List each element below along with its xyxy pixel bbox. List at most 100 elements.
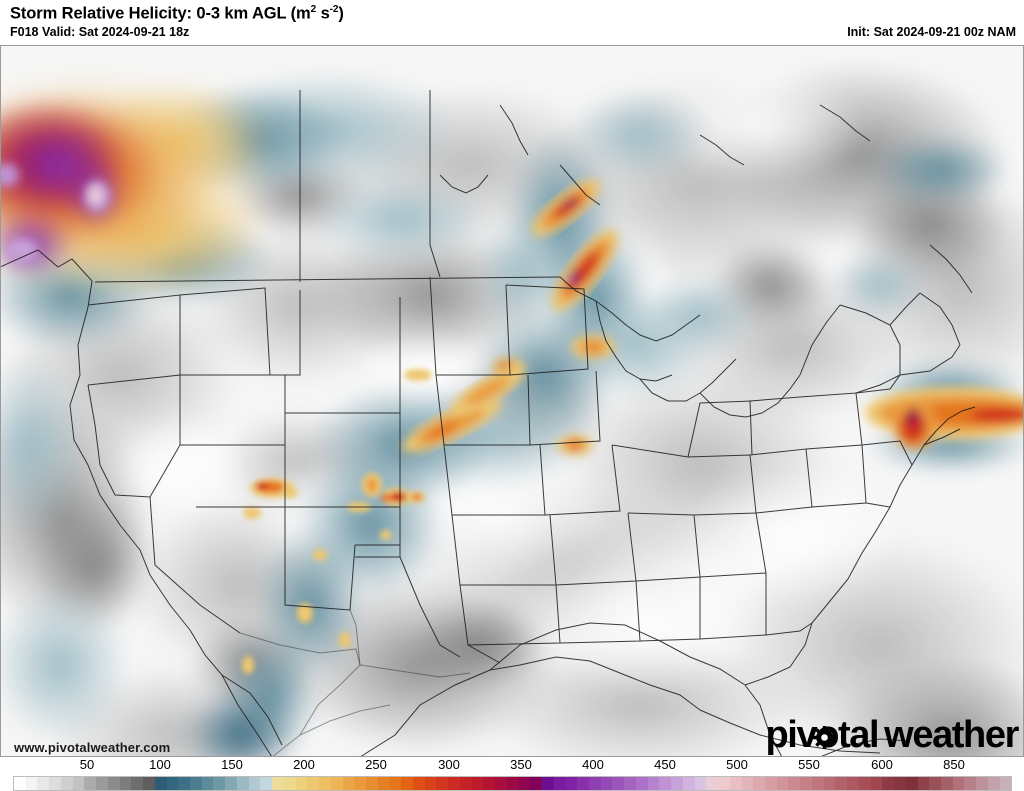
colorbar-tick-300: 300: [438, 757, 460, 772]
colorbar-swatch-42: [506, 777, 519, 790]
pivotal-weather-logo[interactable]: pivotal: [766, 714, 1020, 757]
colorbar-tick-labels: 50 100 150 200 250 300 350 400 450 500 550 600 850: [0, 757, 1024, 774]
colorbar-swatch-60: [718, 777, 730, 790]
colorbar-swatch-57: [682, 777, 695, 790]
title-sup-s-2: -2: [329, 4, 339, 15]
colorbar-swatch-74: [882, 777, 895, 790]
colorbar-swatch-1: [25, 777, 38, 790]
forecast-valid-time: F018 Valid: Sat 2024-09-21 18z: [10, 25, 190, 39]
colorbar-swatch-20: [248, 777, 261, 790]
colorbar-swatch-34: [412, 777, 425, 790]
colorbar-swatch-61: [729, 777, 742, 790]
colorbar-swatch-36: [436, 777, 449, 790]
colorbar-tick-200: 200: [293, 757, 315, 772]
colorbar-swatch-5: [72, 777, 85, 790]
title-end: ): [338, 4, 344, 23]
colorbar-tick-600: 600: [871, 757, 893, 772]
colorbar-swatch-2: [37, 777, 50, 790]
colorbar-swatch-43: [518, 777, 531, 790]
colorbar[interactable]: 50 100 150 200 250 300 350 400 450 500 550 600 850: [0, 757, 1024, 791]
colorbar-swatch-78: [929, 777, 942, 790]
colorbar-swatch-22: [272, 777, 284, 790]
colorbar-swatches[interactable]: [13, 776, 1012, 791]
colorbar-swatch-67: [800, 777, 812, 790]
map-raster: [0, 45, 1024, 757]
colorbar-swatch-9: [119, 777, 132, 790]
colorbar-swatch-46: [553, 777, 566, 790]
colorbar-swatch-68: [811, 777, 824, 790]
colorbar-swatch-62: [741, 777, 754, 790]
colorbar-swatch-12: [154, 777, 167, 790]
map-header: Storm Relative Helicity: 0-3 km AGL (m2 …: [0, 0, 1024, 45]
colorbar-tick-50: 50: [79, 757, 95, 772]
colorbar-swatch-72: [858, 777, 871, 790]
colorbar-swatch-48: [577, 777, 589, 790]
colorbar-swatch-53: [635, 777, 648, 790]
colorbar-swatch-23: [283, 777, 296, 790]
colorbar-swatch-47: [565, 777, 578, 790]
colorbar-swatch-15: [190, 777, 202, 790]
colorbar-swatch-76: [905, 777, 918, 790]
colorbar-swatch-24: [295, 777, 308, 790]
colorbar-tick-850: 850: [943, 757, 965, 772]
colorbar-swatch-50: [600, 777, 613, 790]
colorbar-swatch-59: [706, 777, 719, 790]
colorbar-swatch-80: [952, 777, 965, 790]
colorbar-swatch-13: [166, 777, 179, 790]
colorbar-tick-500: 500: [726, 757, 748, 772]
colorbar-tick-250: 250: [365, 757, 387, 772]
colorbar-tick-450: 450: [654, 757, 676, 772]
model-init-time: Init: Sat 2024-09-21 00z NAM: [847, 25, 1016, 39]
colorbar-swatch-3: [49, 777, 61, 790]
cape-cod-hotspot: [865, 387, 1024, 449]
logo-word-weather: weather: [884, 714, 1019, 756]
colorbar-swatch-64: [765, 777, 777, 790]
colorbar-tick-350: 350: [510, 757, 532, 772]
colorbar-swatch-70: [835, 777, 848, 790]
british-columbia-hotspot: [0, 70, 275, 300]
colorbar-swatch-30: [366, 777, 378, 790]
colorbar-swatch-7: [96, 777, 108, 790]
colorbar-swatch-8: [107, 777, 120, 790]
colorbar-swatch-69: [823, 777, 836, 790]
colorbar-swatch-73: [870, 777, 883, 790]
colorbar-swatch-33: [401, 777, 413, 790]
colorbar-tick-100: 100: [149, 757, 171, 772]
colorbar-swatch-14: [178, 777, 191, 790]
colorbar-swatch-66: [788, 777, 801, 790]
site-url[interactable]: www.pivotalweather.com: [14, 740, 171, 755]
title-sup-m2: 2: [310, 4, 317, 15]
political-borders: [0, 90, 976, 757]
title-mid: s: [316, 4, 330, 23]
colorbar-swatch-25: [307, 777, 320, 790]
gear-icon: [812, 726, 836, 749]
colorbar-swatch-71: [847, 777, 859, 790]
colorbar-swatch-26: [319, 777, 331, 790]
colorbar-swatch-16: [201, 777, 214, 790]
colorbar-swatch-21: [260, 777, 273, 790]
colorbar-swatch-18: [225, 777, 237, 790]
colorbar-swatch-6: [84, 777, 97, 790]
title-main: Storm Relative Helicity: 0-3 km AGL (m: [10, 4, 311, 23]
colorbar-swatch-81: [964, 777, 977, 790]
colorbar-swatch-79: [941, 777, 953, 790]
colorbar-swatch-35: [424, 777, 437, 790]
colorbar-swatch-41: [495, 777, 507, 790]
colorbar-swatch-37: [448, 777, 460, 790]
logo-text-pivotal: pivotal: [766, 714, 880, 757]
colorbar-swatch-55: [659, 777, 672, 790]
colorbar-swatch-45: [542, 777, 554, 790]
colorbar-swatch-10: [131, 777, 144, 790]
colorbar-swatch-52: [624, 777, 636, 790]
colorbar-swatch-63: [753, 777, 765, 790]
colorbar-swatch-28: [342, 777, 355, 790]
colorbar-swatch-38: [459, 777, 472, 790]
colorbar-swatch-75: [894, 777, 906, 790]
colorbar-swatch-19: [236, 777, 249, 790]
colorbar-swatch-56: [671, 777, 683, 790]
colorbar-swatch-83: [987, 777, 1000, 790]
weather-map-canvas[interactable]: [0, 45, 1024, 757]
colorbar-swatch-29: [354, 777, 367, 790]
colorbar-swatch-82: [976, 777, 988, 790]
